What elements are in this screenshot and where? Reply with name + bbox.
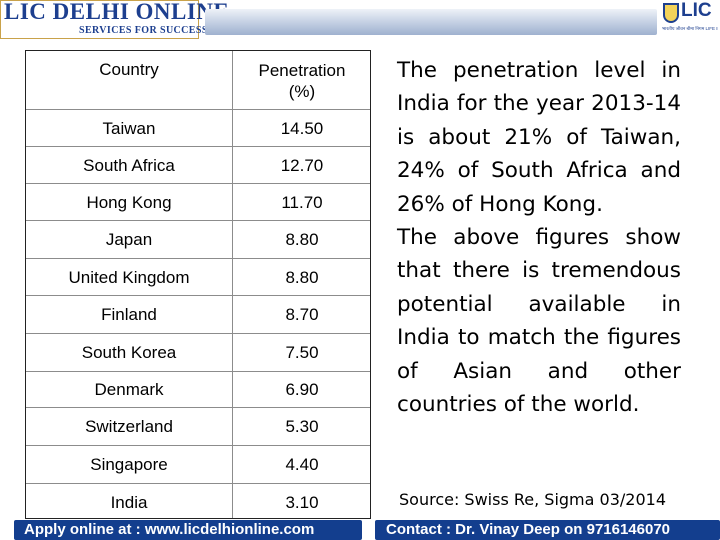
column-divider — [232, 51, 233, 518]
description-paragraph-1: The penetration level in India for the y… — [397, 58, 681, 217]
lic-logo: LIC भारतीय जीवन बीमा निगम LIFE INSURANCE… — [660, 0, 720, 44]
footer-contact-bar: Contact : Dr. Vinay Deep on 9716146070 — [375, 520, 720, 540]
lic-logo-tagline: भारतीय जीवन बीमा निगम LIFE INSURANCE COR… — [662, 26, 718, 31]
lic-logo-text: LIC — [681, 0, 712, 21]
source-citation: Source: Swiss Re, Sigma 03/2014 — [399, 490, 666, 509]
country-cell: Hong Kong — [86, 192, 172, 212]
penetration-cell: 8.70 — [285, 305, 319, 324]
header-bar — [205, 9, 657, 35]
header-country: Country — [99, 60, 159, 79]
table-row: Singapore 4.40 — [26, 445, 370, 483]
penetration-cell: 14.50 — [280, 118, 324, 138]
table-row: Hong Kong 11.70 — [26, 183, 370, 220]
penetration-cell: 8.80 — [285, 230, 319, 249]
country-cell: Taiwan — [102, 118, 156, 138]
country-cell: Denmark — [94, 380, 164, 399]
table-row: Finland 8.70 — [26, 295, 370, 333]
brand-logo[interactable]: LIC DELHI ONLINE SERVICES FOR SUCCESS — [0, 0, 229, 39]
country-cell: Singapore — [90, 455, 168, 474]
brand-title: LIC DELHI ONLINE — [4, 0, 230, 24]
lic-emblem-icon — [663, 3, 679, 23]
header-penetration-line2: (%) — [288, 82, 316, 101]
table-row: South Korea 7.50 — [26, 333, 370, 371]
header: LIC DELHI ONLINE SERVICES FOR SUCCESS LI… — [0, 0, 720, 44]
penetration-cell: 3.10 — [285, 492, 319, 512]
header-penetration-line1: Penetration — [258, 61, 346, 80]
penetration-cell: 11.70 — [281, 192, 323, 212]
table-row: United Kingdom 8.80 — [26, 258, 370, 295]
country-cell: South Korea — [81, 343, 177, 362]
description-text: The penetration level in India for the y… — [397, 54, 681, 421]
footer-apply-online-bar[interactable]: Apply online at : www.licdelhionline.com — [14, 520, 362, 540]
penetration-cell: 8.80 — [285, 267, 319, 287]
header-penetration: Penetration (%) — [232, 51, 372, 109]
description-paragraph-2: The above figures show that there is tre… — [397, 225, 681, 418]
table-row: Denmark 6.90 — [26, 371, 370, 407]
penetration-cell: 6.90 — [285, 380, 319, 399]
table-header-row: Country Penetration (%) — [26, 51, 370, 109]
footer-apply-online-text[interactable]: Apply online at : www.licdelhionline.com — [24, 521, 315, 538]
brand-subtitle: SERVICES FOR SUCCESS — [79, 25, 208, 36]
penetration-cell: 12.70 — [280, 155, 324, 175]
footer-contact-text: Contact : Dr. Vinay Deep on 9716146070 — [386, 521, 671, 538]
penetration-cell: 7.50 — [285, 343, 319, 362]
penetration-cell: 5.30 — [285, 417, 319, 436]
penetration-cell: 4.40 — [285, 455, 319, 474]
country-cell: United Kingdom — [68, 267, 190, 287]
table-row: India 3.10 — [26, 483, 370, 520]
country-cell: Japan — [105, 230, 153, 249]
country-cell: South Africa — [83, 155, 175, 175]
table-row: Japan 8.80 — [26, 220, 370, 258]
country-cell: Finland — [101, 305, 157, 324]
table-row: South Africa 12.70 — [26, 146, 370, 183]
country-cell: India — [110, 492, 148, 512]
table-row: Taiwan 14.50 — [26, 109, 370, 146]
penetration-table: Country Penetration (%) Taiwan 14.50 Sout… — [25, 50, 371, 519]
country-cell: Switzerland — [85, 417, 173, 436]
table-row: Switzerland 5.30 — [26, 407, 370, 445]
